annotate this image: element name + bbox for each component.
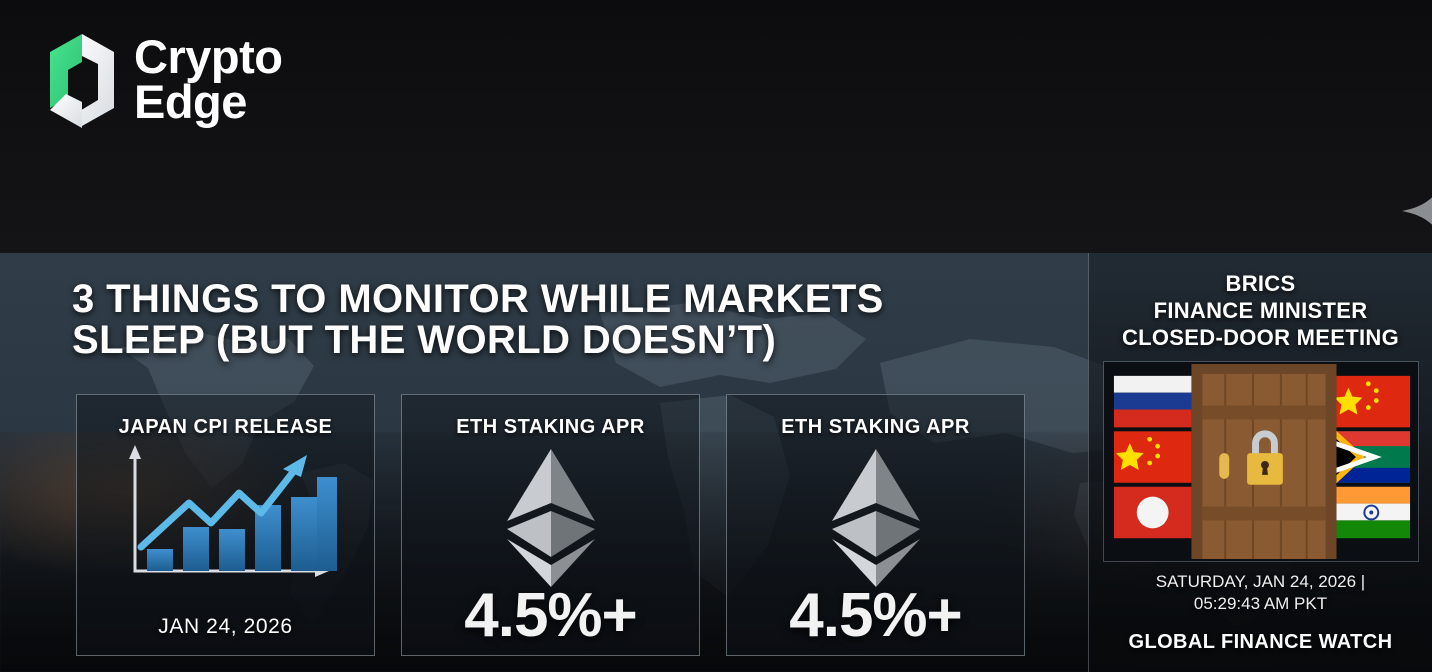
ethereum-logo-icon xyxy=(831,449,920,587)
brics-news-panel[interactable]: BRICS FINANCE MINISTER CLOSED-DOOR MEETING xyxy=(1088,253,1432,672)
card-japan-cpi[interactable]: JAPAN CPI RELEASE xyxy=(76,394,375,656)
metric-cards-row: JAPAN CPI RELEASE xyxy=(76,394,1025,656)
card-caption: JAN 24, 2026 xyxy=(158,615,293,638)
brand-name-line2: Edge xyxy=(134,75,247,128)
card-title: ETH STAKING APR xyxy=(456,416,645,438)
page-headline: 3 THINGS TO MONITOR WHILE MARKETS SLEEP … xyxy=(72,277,884,363)
card-figure xyxy=(727,447,1024,589)
brics-title: BRICS FINANCE MINISTER CLOSED-DOOR MEETING xyxy=(1121,271,1400,350)
sparkle-icon xyxy=(1402,197,1432,225)
card-title: ETH STAKING APR xyxy=(781,416,970,438)
locked-door-with-flags-icon xyxy=(1103,361,1419,562)
card-eth-staking-apr-1[interactable]: ETH STAKING APR 4.5%+ xyxy=(401,394,700,656)
card-title: JAPAN CPI RELEASE xyxy=(118,416,333,438)
crypto-edge-shield-icon xyxy=(50,34,114,128)
card-eth-staking-apr-2[interactable]: ETH STAKING APR 4.5%+ xyxy=(726,394,1025,656)
brand-name-line1: Crypto xyxy=(134,30,283,84)
card-value: 4.5%+ xyxy=(789,581,963,650)
brics-source-label: GLOBAL FINANCE WATCH xyxy=(1128,631,1393,653)
card-figure xyxy=(77,445,374,589)
card-value: 4.5%+ xyxy=(464,581,638,650)
header-band: Crypto Edge xyxy=(0,0,1432,253)
brics-timestamp: SATURDAY, JAN 24, 2026 | 05:29:43 AM PKT xyxy=(1155,572,1366,614)
card-figure xyxy=(402,447,699,589)
main-content-band: 3 THINGS TO MONITOR WHILE MARKETS SLEEP … xyxy=(0,253,1432,672)
brand-logo[interactable]: Crypto Edge xyxy=(46,30,283,128)
bar-chart-uptrend-icon xyxy=(128,445,337,577)
ethereum-logo-icon xyxy=(506,449,595,587)
